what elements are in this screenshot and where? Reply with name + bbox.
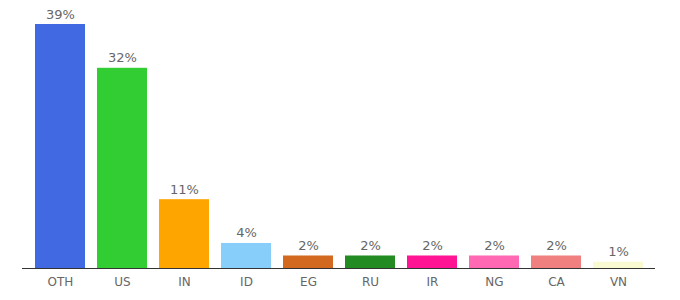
svg-text:39%: 39% — [46, 7, 75, 22]
svg-text:ID: ID — [240, 275, 253, 289]
svg-text:1%: 1% — [608, 244, 629, 259]
svg-text:4%: 4% — [236, 225, 257, 240]
svg-text:IN: IN — [178, 275, 191, 289]
svg-text:RU: RU — [362, 275, 379, 289]
svg-text:VN: VN — [610, 275, 627, 289]
svg-text:11%: 11% — [170, 182, 199, 197]
svg-text:US: US — [114, 275, 130, 289]
svg-text:EG: EG — [300, 275, 317, 289]
svg-text:2%: 2% — [360, 238, 381, 253]
svg-text:IR: IR — [427, 275, 439, 289]
svg-text:2%: 2% — [546, 238, 567, 253]
svg-text:2%: 2% — [298, 238, 319, 253]
svg-text:2%: 2% — [484, 238, 505, 253]
svg-text:OTH: OTH — [48, 275, 74, 289]
svg-text:CA: CA — [548, 275, 565, 289]
svg-text:32%: 32% — [108, 50, 137, 65]
svg-text:2%: 2% — [422, 238, 443, 253]
svg-text:NG: NG — [485, 275, 503, 289]
